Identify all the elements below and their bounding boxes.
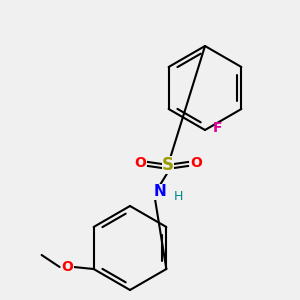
- Text: O: O: [134, 156, 146, 170]
- Text: O: O: [190, 156, 202, 170]
- Text: S: S: [162, 156, 174, 174]
- Text: F: F: [213, 121, 223, 135]
- Text: O: O: [62, 260, 74, 274]
- Text: N: N: [154, 184, 166, 200]
- Text: H: H: [173, 190, 183, 202]
